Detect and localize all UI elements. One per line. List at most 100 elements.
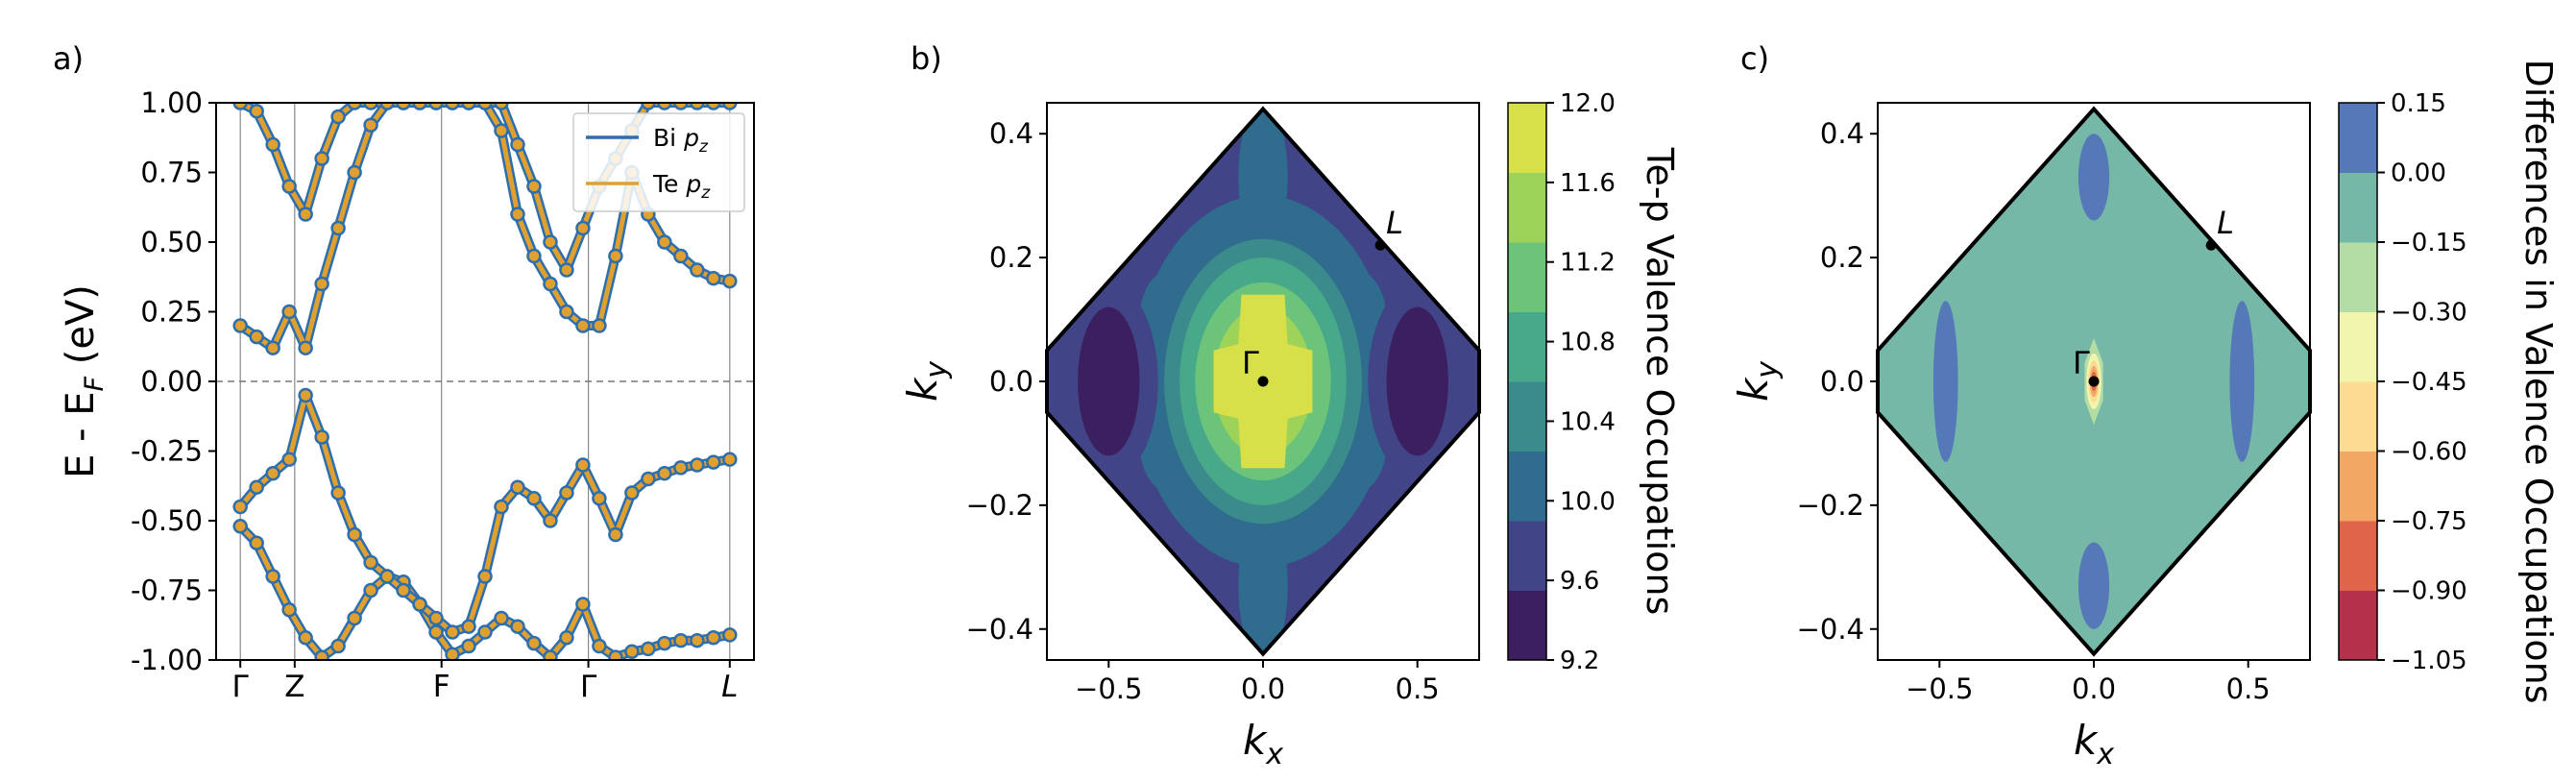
map-c-high-symmetry-points: ΓL: [2073, 205, 2234, 387]
band-point: [379, 569, 395, 584]
band-point: [477, 103, 493, 110]
band-point: [363, 117, 378, 133]
colorbar-segment: [2339, 521, 2377, 591]
band-point: [510, 136, 525, 153]
band-point: [559, 262, 574, 278]
colorbar-segment: [1508, 521, 1546, 591]
band-point: [706, 630, 721, 646]
band-1: [232, 519, 738, 660]
band-point: [281, 304, 297, 320]
band-point: [559, 485, 574, 501]
contour-region: [2078, 542, 2110, 629]
colorbar-tick-label: −1.05: [2391, 647, 2467, 675]
band-point: [445, 624, 460, 640]
colorbar-tick-label: −0.30: [2391, 299, 2467, 328]
x-tick-label: Z: [284, 670, 304, 704]
panel-a-label: a): [53, 40, 84, 77]
band-point: [477, 569, 493, 584]
band-plot-y-axis-label: E - EF (eV): [59, 284, 109, 478]
panel-a: a) 1.00 0.75 0.50 0.25 0.00 -0.25 -0.50 -0.75 -1…: [53, 40, 755, 704]
band-2: [232, 387, 738, 640]
colorbar-tick-label: −0.45: [2391, 368, 2467, 397]
colorbar-b-label: Te-p Valence Occupations: [1639, 147, 1681, 616]
band-point: [314, 649, 329, 660]
x-tick-label: 0.0: [2072, 672, 2116, 705]
y-tick-label: 0.0: [1820, 365, 1864, 398]
band-point: [543, 513, 558, 528]
high-symmetry-point-marker: [1374, 239, 1386, 251]
band-point: [641, 641, 656, 657]
colorbar-segment: [2339, 242, 2377, 312]
band-point: [461, 638, 476, 654]
colorbar-segment: [1508, 311, 1546, 382]
colorbar-segment: [1508, 242, 1546, 312]
colorbar-tick-label: 9.2: [1560, 647, 1599, 675]
colorbar-segment: [2339, 590, 2377, 661]
band-point: [265, 136, 280, 153]
band-point: [706, 103, 721, 110]
band-point: [690, 632, 705, 648]
band-point: [396, 582, 411, 599]
band-point: [265, 569, 280, 584]
band-point: [657, 635, 672, 651]
colorbar-tick-label: 0.15: [2391, 89, 2446, 118]
band-point: [575, 220, 591, 236]
band-point: [575, 457, 591, 473]
band-point: [722, 103, 738, 110]
legend-label-bi: Bi pz: [653, 124, 709, 157]
band-point: [657, 234, 672, 250]
high-symmetry-point-label: L: [2217, 205, 2234, 241]
x-tick-label: −0.5: [1075, 672, 1142, 705]
band-plot-y-ticks: 1.00 0.75 0.50 0.25 0.00 -0.25 -0.50 -0.75 -1.00: [131, 86, 216, 676]
band-point: [265, 340, 280, 355]
band-point: [624, 485, 640, 501]
band-point: [510, 619, 525, 634]
colorbar-tick-label: −0.90: [2391, 577, 2467, 606]
band-point: [690, 262, 705, 278]
band-point: [330, 109, 346, 125]
band-point: [559, 304, 574, 320]
band-point: [722, 627, 738, 643]
band-point: [494, 499, 509, 515]
band-point: [379, 103, 395, 110]
legend-label-te: Te pz: [652, 170, 711, 203]
band-point: [461, 103, 476, 110]
y-tick-label: 0.50: [140, 226, 203, 258]
colorbar-segment: [2339, 103, 2377, 173]
band-point: [265, 465, 280, 481]
band-point: [494, 610, 509, 626]
band-point: [330, 638, 346, 654]
band-point: [330, 220, 346, 236]
band-line-te-pz: [237, 393, 733, 635]
band-point: [592, 491, 607, 506]
band-structure-series: [232, 103, 738, 660]
band-point: [249, 479, 264, 495]
band-point: [281, 602, 297, 618]
band-point: [657, 465, 672, 481]
contour-region: [1932, 301, 1958, 462]
colorbar-tick-label: −0.75: [2391, 507, 2467, 536]
band-point: [314, 429, 329, 445]
x-tick-label: Γ: [580, 670, 597, 704]
y-tick-label: −0.4: [1797, 613, 1864, 646]
colorbar-tick-label: 0.00: [2391, 159, 2446, 188]
band-point: [624, 644, 640, 660]
panel-c: c) −0.5 0.0 0.50.40.20.0−0.2−0.4 ΓL kx ky …: [1730, 40, 2560, 771]
panel-b: b) −0.5 0.0 0.50.40.20.0−0.2−0.4 ΓL kx ky …: [899, 40, 1681, 771]
band-point: [543, 276, 558, 292]
band-point: [673, 460, 689, 476]
map-b-x-axis-label: kx: [1243, 717, 1283, 771]
y-tick-label: -0.25: [131, 435, 203, 468]
band-point: [347, 164, 362, 181]
band-point: [526, 179, 542, 194]
y-tick-label: -0.50: [131, 504, 203, 537]
colorbar-tick-label: 11.6: [1560, 169, 1616, 198]
band-point: [592, 318, 607, 333]
colorbar-segment: [1508, 381, 1546, 452]
band-point: [281, 179, 297, 194]
colorbar-tick-label: 10.0: [1560, 487, 1616, 516]
high-symmetry-point-label: Γ: [1242, 345, 1259, 381]
band-point: [494, 103, 509, 110]
